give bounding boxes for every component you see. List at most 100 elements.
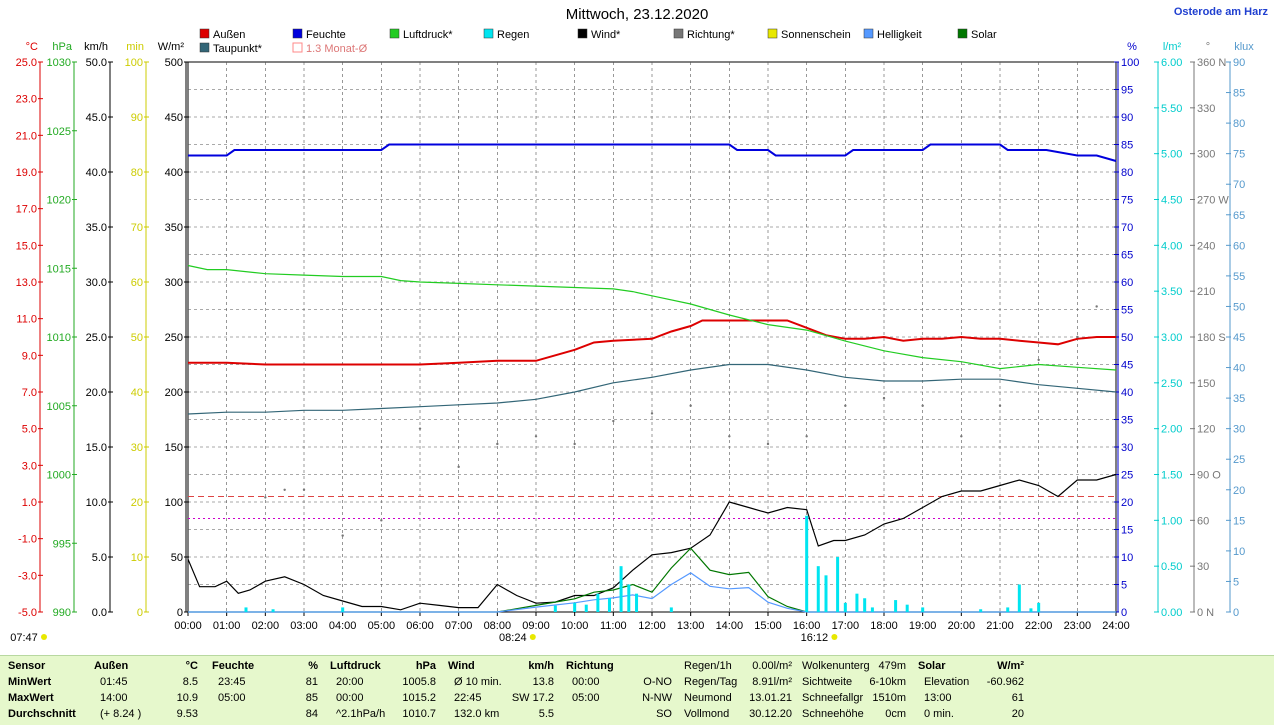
right-axis-tick-label: 270 W bbox=[1197, 195, 1229, 207]
stat-label: 05:00 bbox=[572, 692, 600, 704]
richtung-point bbox=[650, 412, 654, 415]
rain-bar bbox=[627, 584, 631, 612]
right-axis-tick-label: 40 bbox=[1121, 387, 1133, 399]
x-tick-label: 12:00 bbox=[638, 620, 666, 632]
rain-bar bbox=[1017, 584, 1021, 612]
x-tick-label: 03:00 bbox=[290, 620, 318, 632]
left-axis-tick-label: 35.0 bbox=[86, 222, 107, 234]
left-axis-tick-label: 30.0 bbox=[86, 277, 107, 289]
rain-bar bbox=[271, 609, 275, 612]
stats-feuchte-col-unit: % bbox=[308, 660, 318, 672]
right-axis-tick-label: 65 bbox=[1121, 250, 1133, 262]
stats-solar-col: Solar W/m² Elevation -60.962 13:00 61 0 min. 20 bbox=[918, 658, 1024, 722]
richtung-point bbox=[264, 496, 267, 499]
stats-regen-col: Regen/1h 0.00l/m² Regen/Tag 8.91l/m² Neumond… bbox=[678, 658, 792, 722]
x-tick-label: 19:00 bbox=[909, 620, 937, 632]
right-axis-tick-label: 300 bbox=[1197, 149, 1215, 161]
right-axis-tick-label: 0.00 bbox=[1161, 607, 1182, 619]
stat-value: SW 17.2 bbox=[511, 692, 554, 704]
sun-marker-label: 07:47 bbox=[10, 632, 38, 644]
stat-label: Regen/1h bbox=[684, 660, 732, 672]
legend-swatch bbox=[577, 28, 588, 39]
x-tick-label: 18:00 bbox=[870, 620, 898, 632]
right-axis-tick-label: 15 bbox=[1121, 525, 1133, 537]
right-axis-unit: klux bbox=[1234, 41, 1254, 53]
left-axis-tick-label: 450 bbox=[165, 112, 183, 124]
right-axis-tick-label: 65 bbox=[1233, 210, 1245, 222]
stats-sensor-col: Sensor MinWert MaxWert Durchschnitt bbox=[8, 658, 78, 722]
left-axis-tick-label: 7.0 bbox=[22, 387, 37, 399]
stat-value: 84 bbox=[305, 708, 318, 720]
stat-value: 1015.2 bbox=[402, 692, 436, 704]
legend-swatch bbox=[389, 28, 400, 39]
left-axis-tick-label: 50 bbox=[131, 332, 143, 344]
stat-label: Regen/Tag bbox=[684, 676, 738, 688]
stats-panel: Sensor MinWert MaxWert Durchschnitt Auße… bbox=[0, 655, 1274, 725]
richtung-point bbox=[380, 519, 383, 522]
sun-marker-label: 08:24 bbox=[499, 632, 527, 644]
right-axis-tick-label: 45 bbox=[1233, 332, 1245, 344]
right-axis-tick-label: 2.50 bbox=[1161, 378, 1182, 390]
right-axis-tick-label: 0 N bbox=[1197, 607, 1214, 619]
left-axis-tick-label: 30 bbox=[131, 442, 143, 454]
richtung-point bbox=[457, 465, 460, 469]
richtung-point bbox=[302, 488, 306, 491]
richtung-point bbox=[844, 404, 847, 407]
legend-swatch bbox=[767, 28, 778, 39]
stat-label: Sichtweite bbox=[802, 676, 853, 688]
right-axis-tick-label: 75 bbox=[1121, 195, 1133, 207]
right-axis-unit: l/m² bbox=[1163, 41, 1182, 53]
left-axis-tick-label: 20 bbox=[131, 497, 143, 509]
stat-label: ^2.1hPa/h bbox=[336, 708, 386, 720]
left-axis-tick-label: 13.0 bbox=[16, 277, 37, 289]
stat-value: 13.8 bbox=[532, 676, 554, 688]
right-axis-tick-label: 55 bbox=[1121, 305, 1133, 317]
richtung-point bbox=[1095, 305, 1098, 308]
richtung-point bbox=[1076, 335, 1079, 339]
richtung-point bbox=[534, 435, 538, 438]
stat-value: 8.5 bbox=[182, 676, 198, 688]
legend-swatch bbox=[863, 28, 874, 39]
rain-bar bbox=[619, 566, 623, 612]
stat-label: Neumond bbox=[684, 692, 732, 704]
stat-value: 10.9 bbox=[176, 692, 198, 704]
richtung-point bbox=[283, 488, 286, 491]
rain-bar bbox=[921, 607, 925, 612]
x-tick-label: 02:00 bbox=[252, 620, 280, 632]
rain-bar bbox=[584, 604, 588, 612]
richtung-point bbox=[689, 404, 692, 407]
sun-icon bbox=[831, 634, 838, 640]
stat-label: (+ 8.24 ) bbox=[100, 708, 142, 720]
stat-value: 9.53 bbox=[176, 708, 198, 720]
rain-bar bbox=[1029, 608, 1033, 612]
series-line-feuchte bbox=[188, 143, 1117, 162]
left-axis-tick-label: 300 bbox=[165, 277, 183, 289]
x-tick-label: 06:00 bbox=[406, 620, 434, 632]
stat-value: 30.12.20 bbox=[749, 708, 792, 720]
richtung-point bbox=[728, 435, 731, 438]
rain-bar bbox=[635, 593, 639, 612]
legend-swatch bbox=[673, 28, 684, 39]
stat-label: 00:00 bbox=[572, 676, 600, 688]
left-axis-tick-label: 250 bbox=[165, 332, 183, 344]
series-line-taupunkt bbox=[187, 363, 1117, 415]
right-axis-tick-label: 180 S bbox=[1197, 332, 1226, 344]
left-axis-tick-label: 10.0 bbox=[86, 497, 107, 509]
right-axis-unit: ° bbox=[1206, 41, 1210, 53]
left-axis-tick-label: -3.0 bbox=[18, 570, 37, 582]
legend-label: Wind* bbox=[591, 29, 621, 41]
rain-bar bbox=[816, 566, 820, 612]
stat-label: Ø 10 min. bbox=[454, 676, 502, 688]
x-tick-label: 00:00 bbox=[174, 620, 202, 632]
right-axis-tick-label: 70 bbox=[1121, 222, 1133, 234]
stat-value: 8.91l/m² bbox=[752, 676, 792, 688]
right-axis-tick-label: 0 bbox=[1233, 607, 1239, 619]
right-axis-tick-label: 120 bbox=[1197, 424, 1215, 436]
x-tick-label: 09:00 bbox=[522, 620, 550, 632]
legend-swatch bbox=[199, 42, 210, 53]
location-link[interactable]: Osterode am Harz bbox=[1173, 6, 1268, 18]
legend-label: Solar bbox=[971, 29, 997, 41]
right-axis-tick-label: 90 bbox=[1233, 57, 1245, 69]
left-axis-tick-label: 1010 bbox=[47, 332, 71, 344]
stats-wind-col-unit: km/h bbox=[528, 660, 554, 672]
